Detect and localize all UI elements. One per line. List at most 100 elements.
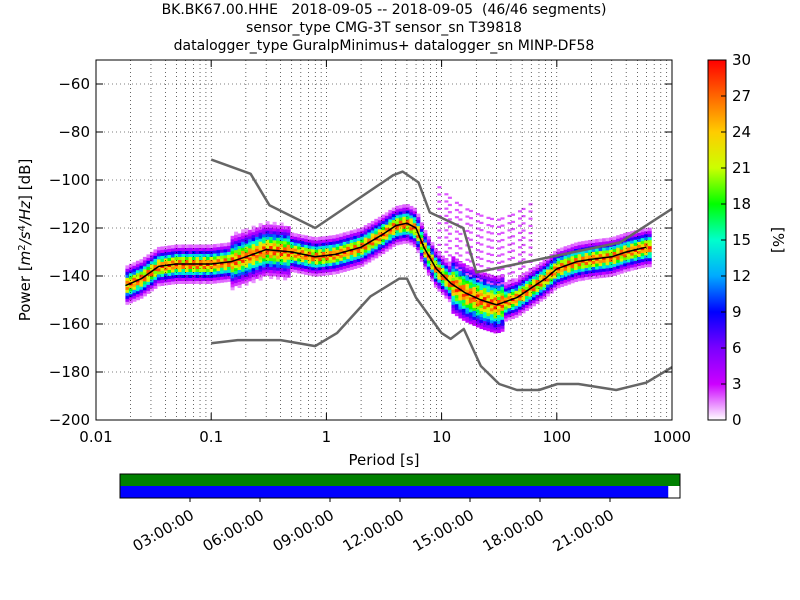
psd-density-cell	[581, 250, 586, 254]
psd-density-cell	[489, 283, 494, 288]
psd-density-cell	[388, 236, 393, 241]
psd-density-cell	[314, 273, 319, 277]
psd-density-cell	[475, 275, 480, 280]
psd-density-cell	[637, 238, 642, 242]
psd-density-cell	[542, 259, 547, 264]
psd-density-cell	[325, 262, 330, 267]
psd-density-cell	[595, 254, 600, 258]
psd-density-cell	[570, 264, 575, 269]
psd-density-cell	[346, 231, 351, 235]
psd-density-cell	[609, 237, 614, 241]
psd-density-cell	[623, 241, 628, 246]
psd-density-cell	[234, 240, 239, 245]
psd-density-cell	[297, 248, 302, 253]
psd-density-cell	[510, 309, 516, 314]
psd-density-cell	[496, 320, 501, 325]
psd-density-cell	[353, 262, 358, 266]
psd-density-cell	[612, 266, 617, 270]
psd-density-cell	[367, 225, 372, 230]
psd-density-cell	[216, 264, 221, 269]
psd-density-cell	[539, 277, 544, 281]
psd-density-cell	[402, 207, 407, 211]
psd-density-cell	[588, 272, 593, 277]
psd-density-cell	[276, 273, 281, 277]
psd-density-cell	[209, 274, 214, 278]
psd-density-cell	[416, 213, 421, 218]
psd-density-cell	[276, 255, 281, 259]
psd-density-cell	[633, 242, 638, 246]
psd-density-cell	[370, 253, 375, 258]
psd-density-cell	[251, 231, 256, 236]
psd-density-cell	[146, 287, 151, 291]
psd-density-cell	[454, 264, 459, 269]
psd-density-cell	[199, 256, 204, 260]
psd-density-cell	[588, 260, 593, 265]
psd-density-cell	[535, 264, 540, 268]
x-axis-title: Period [s]	[348, 451, 419, 469]
psd-density-cell	[248, 265, 253, 270]
psd-density-cell	[475, 220, 480, 223]
psd-density-cell	[423, 266, 428, 270]
psd-density-cell	[493, 278, 498, 283]
psd-density-cell	[258, 271, 263, 275]
psd-density-cell	[468, 281, 473, 286]
psd-density-cell	[206, 280, 211, 284]
psd-density-cell	[521, 282, 526, 287]
psd-density-cell	[475, 227, 480, 230]
psd-density-cell	[563, 246, 568, 250]
psd-density-cell	[125, 286, 130, 290]
psd-density-cell	[381, 241, 386, 246]
psd-density-cell	[433, 251, 438, 255]
psd-density-cell	[493, 284, 498, 289]
psd-density-cell	[234, 231, 239, 236]
psd-density-cell	[444, 214, 449, 217]
psd-density-cell	[311, 269, 316, 274]
psd-density-cell	[437, 236, 442, 239]
psd-density-cell	[588, 266, 593, 271]
psd-density-cell	[444, 259, 449, 263]
psd-density-cell	[227, 248, 232, 252]
psd-density-cell	[546, 287, 551, 291]
psd-density-cell	[227, 245, 232, 249]
psd-density-cell	[216, 279, 221, 284]
psd-density-cell	[146, 284, 151, 288]
psd-density-cell	[272, 263, 277, 268]
psd-density-cell	[577, 277, 582, 282]
psd-density-cell	[286, 241, 291, 245]
psd-density-cell	[216, 243, 221, 248]
psd-density-cell	[433, 281, 438, 285]
psd-density-cell	[269, 239, 274, 244]
psd-density-cell	[177, 259, 182, 263]
psd-density-cell	[209, 265, 214, 269]
psd-density-cell	[153, 276, 158, 280]
psd-density-cell	[142, 259, 147, 264]
psd-density-cell	[255, 245, 260, 249]
psd-density-cell	[412, 237, 417, 242]
psd-density-cell	[584, 270, 589, 275]
psd-density-cell	[321, 251, 326, 255]
psd-density-cell	[472, 307, 477, 311]
psd-density-cell	[377, 216, 382, 221]
psd-density-cell	[598, 253, 603, 258]
psd-density-cell	[468, 272, 473, 277]
psd-density-cell	[349, 254, 354, 258]
psd-density-cell	[605, 267, 610, 272]
psd-density-cell	[518, 217, 523, 220]
psd-density-cell	[307, 269, 312, 273]
psd-density-cell	[521, 279, 526, 284]
psd-density-cell	[521, 243, 526, 247]
psd-density-cell	[177, 268, 182, 272]
psd-density-cell	[647, 239, 652, 244]
psd-density-cell	[251, 225, 256, 230]
psd-density-cell	[475, 277, 480, 281]
psd-density-cell	[619, 261, 624, 265]
psd-density-cell	[230, 238, 235, 243]
psd-density-cell	[318, 251, 323, 256]
psd-density-cell	[440, 288, 445, 293]
psd-density-cell	[321, 272, 326, 276]
psd-density-cell	[496, 323, 501, 328]
psd-density-cell	[237, 245, 242, 249]
psd-density-cell	[602, 253, 607, 257]
psd-density-cell	[391, 240, 396, 245]
psd-density-cell	[521, 251, 526, 254]
